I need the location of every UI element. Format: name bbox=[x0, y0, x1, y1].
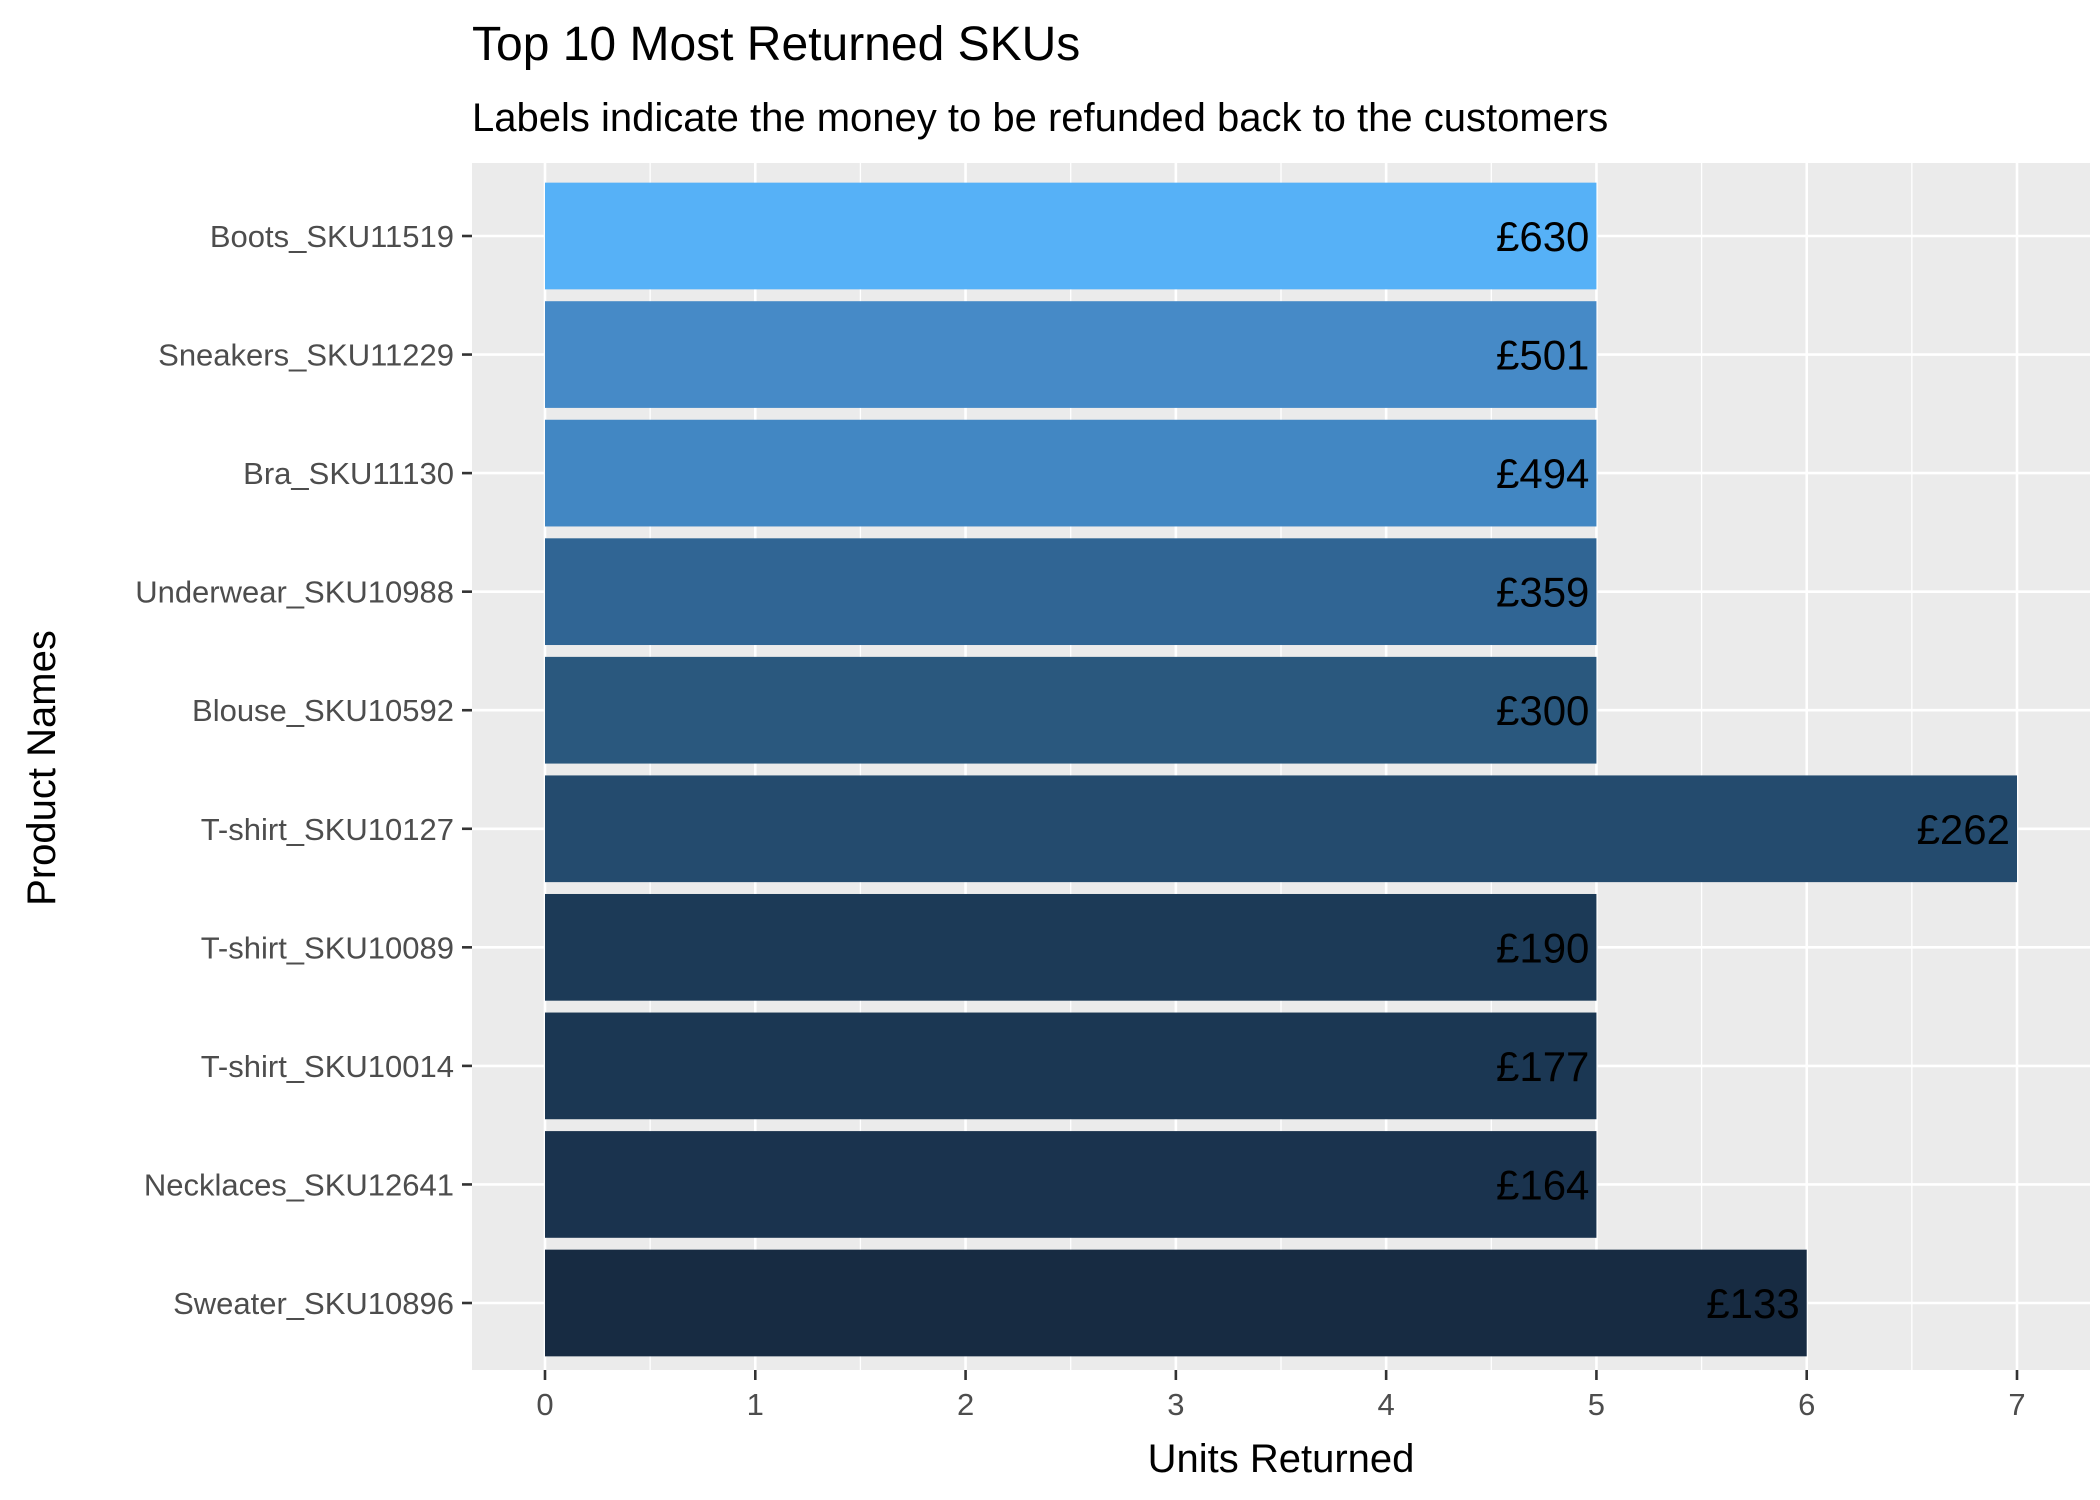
bar bbox=[545, 893, 1597, 1001]
x-tick-label: 5 bbox=[1588, 1387, 1605, 1422]
bars bbox=[545, 182, 2017, 1357]
y-axis: Boots_SKU11519 Sneakers_SKU11229 Bra_SKU11… bbox=[135, 219, 472, 1321]
y-tick-label: Sneakers_SKU11229 bbox=[158, 338, 454, 373]
bar bbox=[545, 182, 1597, 290]
x-tick-label: 2 bbox=[957, 1387, 974, 1422]
chart-title: Top 10 Most Returned SKUs bbox=[472, 18, 1080, 71]
data-labels: £630 £501 £494 £359 £300 £262 £190 £177 £164 £133 bbox=[1496, 213, 2010, 1327]
bar bbox=[545, 419, 1597, 527]
x-axis-title: Units Returned bbox=[1148, 1437, 1415, 1481]
bar bbox=[545, 538, 1597, 646]
y-tick-label: Boots_SKU11519 bbox=[210, 219, 454, 254]
bar bbox=[545, 1131, 1597, 1238]
x-tick-label: 3 bbox=[1167, 1387, 1184, 1422]
bar-value-label: £190 bbox=[1496, 924, 1589, 971]
bar-value-label: £501 bbox=[1496, 332, 1589, 379]
bar-value-label: £262 bbox=[1917, 806, 2010, 853]
y-tick-label: Underwear_SKU10988 bbox=[135, 575, 454, 610]
bar bbox=[545, 775, 2017, 883]
bar-value-label: £494 bbox=[1496, 450, 1589, 497]
bar-value-label: £359 bbox=[1496, 569, 1589, 616]
y-tick-label: Necklaces_SKU12641 bbox=[144, 1167, 454, 1202]
bar bbox=[545, 1012, 1597, 1120]
y-tick-label: Sweater_SKU10896 bbox=[173, 1286, 454, 1321]
y-tick-label: T-shirt_SKU10127 bbox=[201, 812, 454, 847]
x-tick-label: 6 bbox=[1798, 1387, 1815, 1422]
bar-value-label: £133 bbox=[1706, 1280, 1799, 1327]
bar-value-label: £300 bbox=[1496, 687, 1589, 734]
x-tick-label: 4 bbox=[1378, 1387, 1395, 1422]
y-tick-label: Bra_SKU11130 bbox=[243, 456, 454, 491]
chart-subtitle: Labels indicate the money to be refunded… bbox=[472, 96, 1608, 140]
x-tick-label: 1 bbox=[747, 1387, 764, 1422]
x-tick-label: 0 bbox=[536, 1387, 553, 1422]
bar bbox=[545, 656, 1597, 764]
y-tick-label: T-shirt_SKU10014 bbox=[201, 1049, 454, 1084]
x-tick-label: 7 bbox=[2008, 1387, 2025, 1422]
y-axis-title: Product Names bbox=[20, 630, 64, 906]
x-axis: 0 1 2 3 4 5 6 7 bbox=[536, 1370, 2026, 1422]
y-tick-label: T-shirt_SKU10089 bbox=[201, 930, 454, 965]
y-tick-label: Blouse_SKU10592 bbox=[192, 693, 454, 728]
bar-value-label: £177 bbox=[1496, 1043, 1589, 1090]
bar bbox=[545, 301, 1597, 408]
bar-value-label: £164 bbox=[1496, 1161, 1589, 1208]
bar bbox=[545, 1249, 1807, 1357]
bar-value-label: £630 bbox=[1496, 213, 1589, 260]
